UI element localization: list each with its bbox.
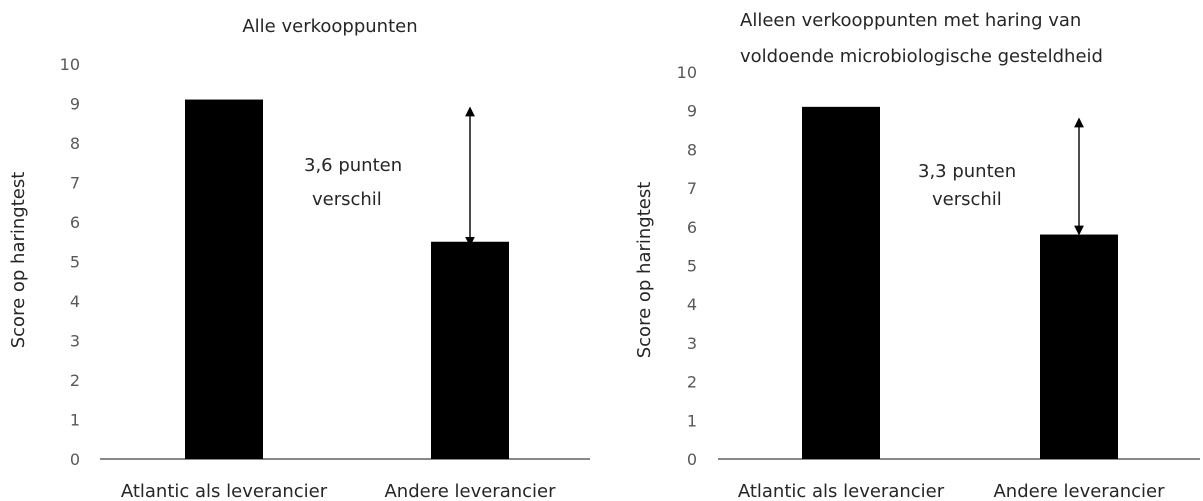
y-axis-label: Score op haringtest bbox=[8, 172, 29, 349]
y-tick-label: 7 bbox=[70, 174, 80, 193]
x-tick-label: Atlantic als leverancier bbox=[121, 481, 328, 501]
annotation-points: 3,3 punten bbox=[918, 161, 1016, 182]
x-tick-label: Andere leverancier bbox=[384, 481, 556, 501]
bar bbox=[431, 241, 509, 459]
annotation-difference: verschil bbox=[932, 189, 1002, 210]
y-tick-label: 4 bbox=[70, 292, 80, 311]
x-tick-label: Andere leverancier bbox=[993, 481, 1165, 501]
y-tick-label: 9 bbox=[70, 95, 80, 114]
y-tick-label: 10 bbox=[60, 55, 80, 74]
chart-title: Alleen verkooppunten met haring van bbox=[740, 10, 1081, 31]
y-tick-label: 5 bbox=[70, 253, 80, 272]
annotation-points: 3,6 punten bbox=[304, 155, 402, 176]
y-tick-label: 0 bbox=[70, 450, 80, 469]
chart-voldoende-microbiologisch: Alleen verkooppunten met haring van vold… bbox=[634, 10, 1200, 501]
y-tick-label: 1 bbox=[70, 411, 80, 430]
bars bbox=[185, 99, 509, 460]
bar bbox=[802, 106, 880, 459]
y-tick-label: 2 bbox=[687, 373, 697, 392]
y-tick-labels: 0 1 2 3 4 5 6 7 8 9 10 bbox=[677, 63, 697, 469]
y-tick-label: 3 bbox=[70, 332, 80, 351]
y-tick-label: 1 bbox=[687, 411, 697, 430]
y-tick-label: 6 bbox=[687, 218, 697, 237]
y-tick-label: 7 bbox=[687, 179, 697, 198]
chart-alle-verkooppunten: Alle verkooppunten Score op haringtest 0… bbox=[8, 16, 590, 501]
y-tick-label: 3 bbox=[687, 334, 697, 353]
category-labels: Atlantic als leverancier Andere leveranci… bbox=[121, 481, 556, 501]
bar bbox=[1040, 234, 1118, 459]
y-tick-label: 6 bbox=[70, 213, 80, 232]
y-tick-label: 5 bbox=[687, 257, 697, 276]
annotation-difference: verschil bbox=[312, 189, 382, 210]
y-tick-label: 10 bbox=[677, 63, 697, 82]
y-tick-labels: 0 1 2 3 4 5 6 7 8 9 10 bbox=[60, 55, 80, 469]
bar bbox=[185, 99, 263, 460]
y-tick-label: 4 bbox=[687, 295, 697, 314]
y-tick-label: 2 bbox=[70, 371, 80, 390]
category-labels: Atlantic als leverancier Andere leveranci… bbox=[738, 481, 1165, 501]
bars bbox=[802, 106, 1118, 459]
y-tick-label: 8 bbox=[70, 134, 80, 153]
y-tick-label: 8 bbox=[687, 140, 697, 159]
y-tick-label: 0 bbox=[687, 450, 697, 469]
chart-title: Alle verkooppunten bbox=[242, 16, 417, 37]
y-axis-label: Score op haringtest bbox=[634, 182, 655, 359]
chart-title-line2: voldoende microbiologische gesteldheid bbox=[740, 46, 1103, 67]
y-tick-label: 9 bbox=[687, 102, 697, 121]
x-tick-label: Atlantic als leverancier bbox=[738, 481, 945, 501]
